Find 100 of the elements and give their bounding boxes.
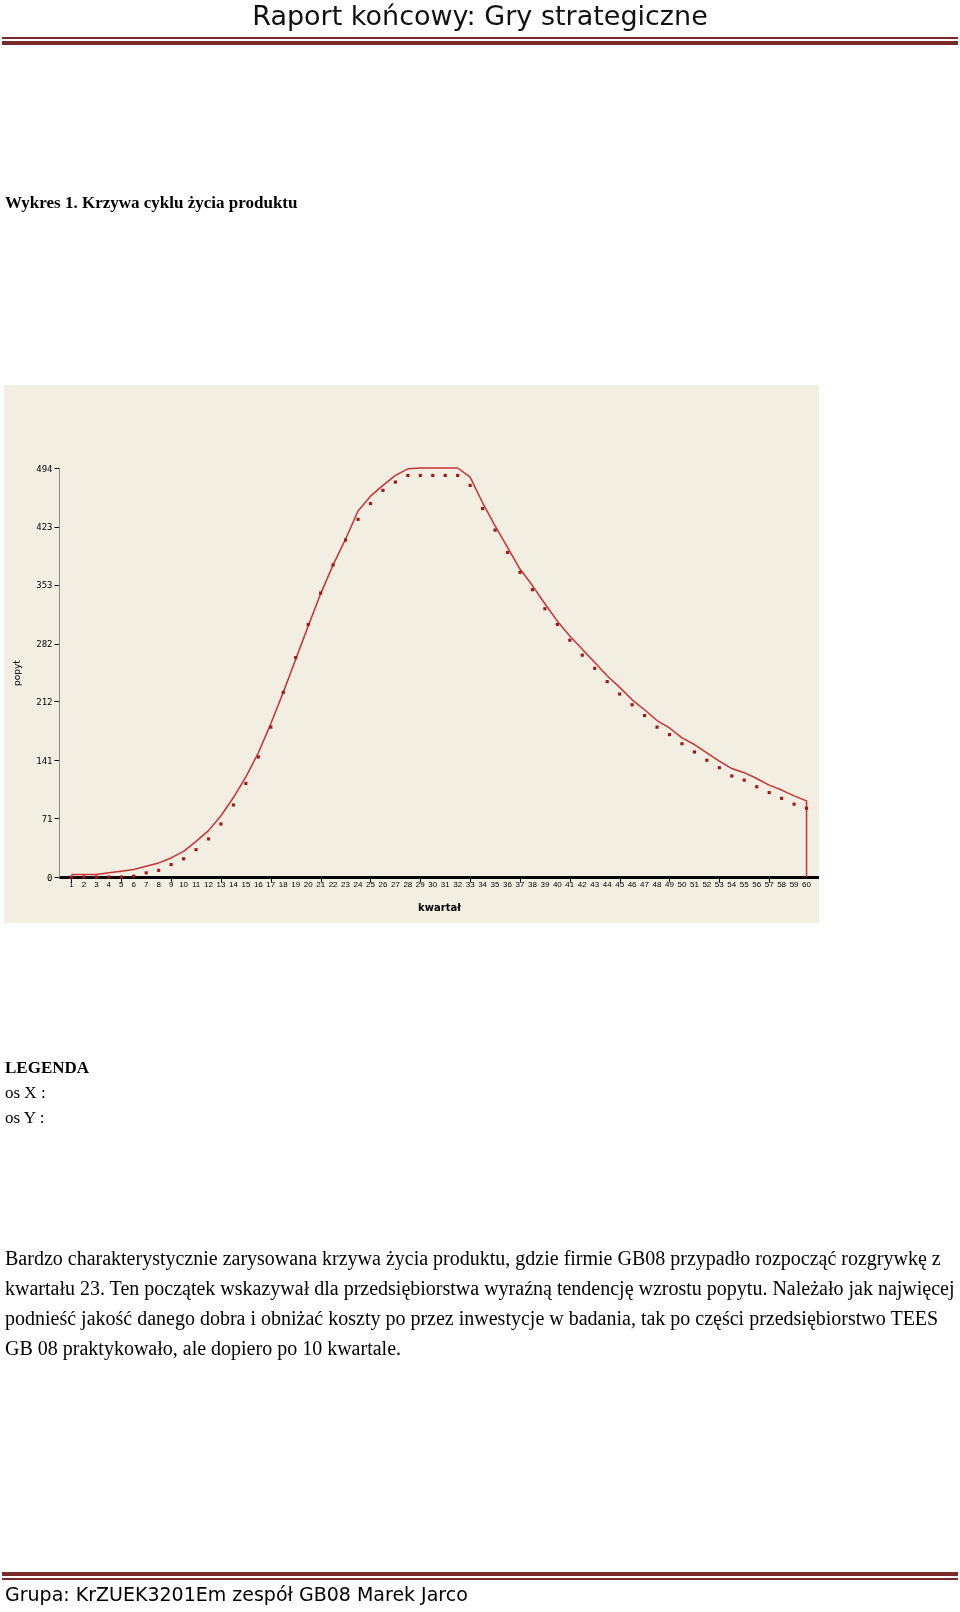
x-tick-label: 32 [453,880,463,889]
x-tick-label: 39 [540,880,550,889]
point [755,785,759,789]
point [505,550,510,555]
x-tick-label: 11 [191,880,201,889]
x-tick-label: 27 [390,880,401,889]
x-tick-label: 17 [266,880,276,889]
x-tick-label: 58 [777,880,787,889]
y-tick-label: 212 [36,696,53,707]
x-tick-label: 12 [204,880,214,889]
y-tick-label: 71 [41,813,53,824]
point [418,473,422,478]
point [294,656,298,660]
point [630,703,634,707]
x-tick-label: 31 [440,880,451,889]
x-tick-label: 57 [764,880,775,889]
point [356,517,360,521]
x-tick-label: 40 [552,880,563,889]
x-tick-label: 29 [415,880,426,889]
x-tick-label: 42 [577,880,588,889]
point [194,848,198,852]
x-tick-label: 56 [752,880,762,889]
point [381,488,385,492]
point [767,790,771,795]
x-tick-label: 52 [702,880,712,889]
point [618,692,622,696]
x-tick-label: 13 [216,880,226,889]
point [717,766,721,770]
point [343,538,348,542]
x-tick-label: 4 [106,880,112,889]
point [667,733,672,737]
point [605,680,609,684]
point [742,778,746,782]
point [443,473,447,478]
point [244,781,248,786]
x-tick-label: 54 [727,880,737,889]
x-tick-label: 38 [527,880,538,889]
point [493,528,497,532]
x-tick-label: 26 [378,880,388,889]
point [543,607,547,611]
point [331,563,335,567]
x-tick-label: 49 [665,880,675,889]
x-tick-label: 19 [291,880,301,889]
x-tick-label: 60 [802,880,812,889]
point [730,774,734,778]
point [94,875,98,879]
x-tick-label: 24 [353,880,364,889]
x-tick-label: 2 [81,880,87,889]
point [69,875,74,879]
text: Grupa: KrZUEK3201Em zespół GB08 Marek Jarco [5,1583,468,1605]
x-tick-label: 3 [94,880,100,889]
x-tick-label: 30 [428,880,438,889]
x-tick-label: 50 [677,880,687,889]
point [119,875,123,879]
point [431,473,435,478]
point [82,875,86,879]
x-tick-label: 15 [241,880,251,889]
x-tick-label: 21 [316,880,326,889]
text: Raport końcowy: Gry strategiczne [251,0,709,31]
chart-title: Wykres 1. Krzywa cyklu życia produktu [5,193,298,213]
x-tick-label: 53 [714,880,725,889]
x-tick-label: 46 [627,880,638,889]
point [393,480,397,484]
y-tick-label: 353 [36,580,53,591]
point [206,837,211,841]
y-tick-label: 494 [36,463,53,474]
point [219,822,223,826]
x-tick-label: 20 [303,880,314,889]
point [780,796,784,800]
point [169,863,173,867]
point [306,622,310,627]
x-tick-label: 43 [590,880,600,889]
x-tick-label: 37 [515,880,525,889]
point [468,483,472,487]
point [792,802,796,806]
x-tick-label: 48 [652,880,663,889]
point [182,857,186,861]
x-tick-label: 34 [478,880,488,889]
y-tick-label: 141 [36,755,53,766]
point [593,666,597,670]
point [157,868,161,872]
point [804,806,809,810]
point [518,570,522,574]
x-axis-title: kwartał [418,902,462,913]
point [655,725,659,729]
y-tick-label: 0 [47,872,53,883]
x-tick-label: 59 [789,880,800,889]
point [580,653,584,657]
x-tick-label: 16 [253,880,264,889]
x-tick-label: 18 [278,880,289,889]
point [481,506,485,511]
point [555,622,559,627]
x-tick-label: 28 [403,880,413,889]
x-tick-label: 22 [328,880,339,889]
x-tick-label: 45 [615,880,625,889]
x-tick-label: 7 [143,880,149,889]
text: os X : [5,1082,47,1104]
point [642,713,647,718]
point [269,725,273,729]
point [281,690,285,694]
